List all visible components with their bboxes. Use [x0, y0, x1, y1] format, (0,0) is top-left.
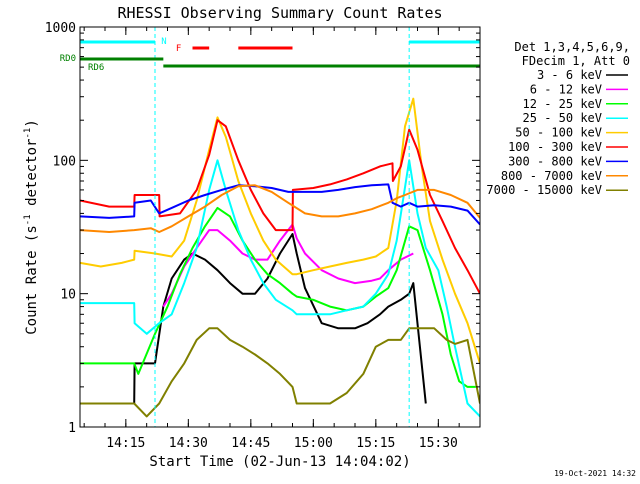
- series-layer: [80, 27, 480, 427]
- state-label-n: N: [161, 37, 166, 47]
- legend-label-5: 100 - 300 keV: [508, 140, 602, 154]
- legend-header-line1: Det 1,3,4,5,6,9,: [514, 40, 630, 54]
- x-tick-label-5: 15:30: [419, 436, 458, 451]
- state-label-rd0: RD0: [60, 54, 76, 64]
- legend-label-4: 50 - 100 keV: [515, 126, 602, 140]
- y-label-main: Count Rate (s: [24, 225, 40, 335]
- chart-title: RHESSI Observing Summary Count Rates: [117, 4, 442, 22]
- x-tick-label-3: 15:00: [294, 436, 333, 451]
- y-label-sup2: -1: [23, 128, 33, 139]
- series-line-8: [80, 327, 480, 418]
- footer-date: 19-Oct-2021 14:32: [554, 469, 636, 478]
- legend-label-6: 300 - 800 keV: [508, 154, 602, 168]
- legend-label-0: 3 - 6 keV: [537, 68, 602, 82]
- y-tick-label-2: 100: [53, 154, 76, 169]
- series-line-3: [80, 159, 480, 418]
- plot-frame: [79, 26, 481, 428]
- legend-label-1: 6 - 12 keV: [530, 82, 602, 96]
- y-tick-label-3: 1000: [45, 21, 76, 36]
- x-axis-label: Start Time (02-Jun-13 14:04:02): [149, 454, 410, 470]
- legend-label-2: 12 - 25 keV: [523, 97, 602, 111]
- x-tick-label-0: 14:15: [106, 436, 145, 451]
- series-line-5: [80, 119, 480, 295]
- legend-label-7: 800 - 7000 keV: [501, 169, 602, 183]
- series-line-0: [80, 233, 427, 405]
- y-label-end: ): [24, 119, 40, 127]
- series-line-1: [162, 223, 414, 308]
- legend-header-line2: FDecim 1, Att 0: [522, 54, 630, 68]
- state-bars: NF RD0 RD6: [60, 37, 480, 73]
- series-line-7: [80, 184, 480, 233]
- y-label-mid: detector: [24, 139, 40, 215]
- legend-label-3: 25 - 50 keV: [523, 111, 602, 125]
- series-line-4: [80, 97, 480, 364]
- x-tick-label-4: 15:15: [356, 436, 395, 451]
- y-label-sup1: -1: [23, 214, 33, 225]
- y-tick-label-0: 1: [68, 421, 76, 436]
- x-tick-label-1: 14:30: [169, 436, 208, 451]
- y-tick-label-1: 10: [60, 288, 76, 303]
- state-label-rd6: RD6: [88, 63, 104, 73]
- series-line-6: [80, 183, 480, 226]
- axes: 14:15 14:30 14:45 15:00 15:15 15:30 1 10 100 1000: [45, 21, 481, 451]
- series-line-2: [80, 206, 476, 388]
- legend-label-8: 7000 - 15000 keV: [486, 183, 602, 197]
- x-tick-label-2: 14:45: [231, 436, 270, 451]
- state-label-f: F: [176, 44, 181, 54]
- y-axis-label: Count Rate (s-1 detector-1): [23, 119, 40, 335]
